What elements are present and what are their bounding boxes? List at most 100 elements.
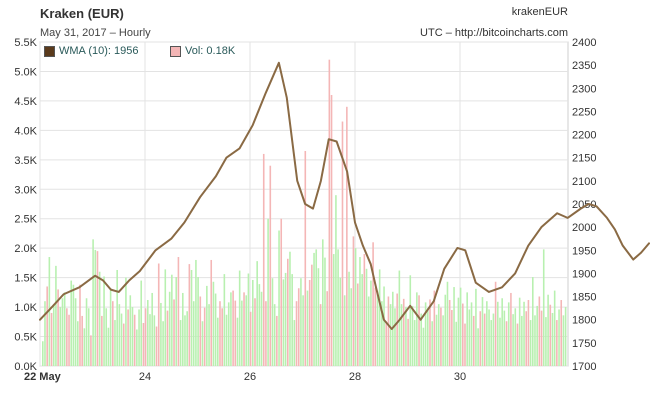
volume-bar — [252, 279, 254, 366]
left-tick-label: 3.0K — [14, 184, 37, 196]
right-tick-label: 1900 — [572, 268, 596, 280]
volume-bar — [168, 291, 171, 366]
right-tick-label: 2250 — [572, 106, 596, 118]
volume-bar — [383, 286, 385, 366]
volume-bar — [429, 299, 431, 366]
volume-bar — [179, 320, 182, 366]
volume-bar — [385, 321, 388, 366]
volume-bar — [330, 95, 333, 366]
volume-bar — [387, 296, 390, 366]
x-tick-label: 30 — [454, 371, 466, 383]
volume-bar — [490, 320, 493, 366]
volume-bar — [103, 276, 105, 366]
volume-bar — [319, 304, 322, 366]
volume-bar — [173, 299, 175, 366]
volume-bar — [55, 265, 57, 366]
volume-bar — [551, 312, 554, 366]
legend-wma-label: WMA (10): 1956 — [59, 45, 139, 57]
volume-bar — [230, 292, 232, 366]
volume-bar — [435, 314, 438, 366]
volume-bar — [107, 327, 110, 366]
volume-bar — [562, 315, 565, 366]
volume-bar — [346, 106, 348, 367]
volume-bar — [57, 289, 59, 366]
volume-bar — [197, 277, 199, 366]
volume-bar — [112, 301, 114, 366]
volume-bar — [245, 295, 248, 366]
volume-bar — [94, 249, 97, 366]
volume-bar — [422, 327, 425, 366]
left-tick-label: 1.5K — [14, 273, 37, 285]
left-tick-label: 3.5K — [14, 155, 37, 167]
volume-bar — [190, 269, 193, 366]
volume-bar — [361, 274, 363, 366]
volume-bar — [74, 298, 77, 366]
left-tick-label: 0.5K — [14, 332, 37, 344]
volume-bar — [289, 251, 291, 366]
volume-bar — [212, 281, 215, 366]
volume-bar — [400, 304, 403, 366]
volume-bar — [477, 328, 479, 366]
volume-bar — [83, 328, 86, 366]
volume-bar — [407, 318, 409, 366]
volume-bar — [302, 295, 304, 366]
volume-bar — [503, 310, 506, 366]
volume-bar — [444, 294, 447, 366]
right-tick-label: 2000 — [572, 222, 596, 234]
left-tick-label: 4.5K — [14, 96, 37, 108]
volume-bar — [420, 313, 423, 366]
volume-bar — [418, 295, 420, 366]
volume-bar — [195, 259, 197, 366]
volume-bar — [462, 303, 464, 366]
volume-bar — [273, 304, 276, 366]
volume-bar — [370, 280, 372, 366]
volume-bar — [457, 297, 460, 366]
volume-bar — [144, 308, 147, 366]
volume-bar — [374, 287, 377, 366]
volume-bar — [527, 300, 530, 366]
volume-bar — [464, 323, 466, 366]
volume-bar — [238, 270, 241, 366]
volume-bar — [459, 287, 462, 366]
left-tick-label: 0.0K — [14, 361, 37, 373]
volume-bar — [138, 309, 140, 366]
volume-bar — [494, 281, 497, 366]
volume-bar — [98, 271, 101, 366]
volume-bar — [512, 314, 514, 366]
volume-bar — [389, 304, 392, 366]
volume-bar — [278, 230, 280, 366]
volume-bar — [201, 321, 204, 366]
volume-bar — [81, 315, 83, 366]
volume-bar — [472, 315, 475, 366]
volume-bar — [153, 315, 156, 366]
volume-bar — [87, 308, 90, 366]
volume-bar — [306, 290, 309, 366]
volume-bar — [210, 259, 213, 366]
volume-bar — [453, 287, 455, 366]
volume-bar — [208, 304, 210, 366]
wma-line — [39, 61, 650, 330]
volume-bar — [481, 297, 484, 366]
volume-bar — [258, 284, 261, 366]
volume-bar — [221, 308, 223, 366]
volume-bar — [118, 304, 121, 366]
volume-bar — [131, 307, 134, 366]
volume-bar — [280, 218, 283, 366]
volume-bar — [92, 239, 94, 366]
volume-bar — [162, 321, 164, 366]
volume-bar — [556, 320, 558, 366]
volume-bar — [59, 307, 62, 366]
volume-bar — [291, 274, 293, 366]
volume-bar — [214, 293, 217, 366]
volume-bar — [398, 270, 401, 366]
volume-bar — [516, 323, 519, 366]
volume-bar — [363, 254, 366, 366]
volume-bar — [367, 296, 370, 366]
volume-bar — [455, 321, 458, 366]
right-tick-label: 2300 — [572, 83, 596, 95]
volume-bar — [155, 326, 158, 366]
volume-bar — [114, 320, 116, 366]
left-tick-label: 2.5K — [14, 214, 37, 226]
volume-bar — [470, 302, 473, 366]
